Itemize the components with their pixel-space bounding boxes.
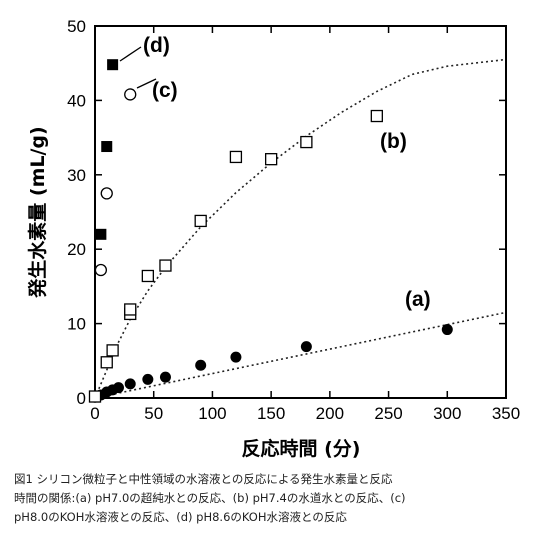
data-point — [264, 153, 278, 166]
data-point — [142, 373, 154, 385]
y-tick-label: 50 — [67, 17, 86, 36]
data-point — [441, 324, 453, 336]
data-point — [94, 263, 108, 277]
data-point — [107, 59, 119, 71]
data-point — [106, 344, 119, 357]
y-tick-label: 10 — [67, 315, 86, 334]
data-point — [112, 382, 124, 394]
data-point — [370, 109, 383, 123]
y-tick-label: 0 — [77, 389, 86, 408]
data-point — [141, 269, 154, 283]
data-point — [95, 228, 107, 240]
data-point — [229, 150, 243, 164]
x-axis-title: 反応時間 (分) — [242, 437, 361, 460]
data-point — [300, 341, 312, 353]
series-label: (d) — [143, 34, 170, 57]
y-tick-label: 40 — [67, 91, 86, 110]
series-label: (b) — [380, 130, 407, 153]
data-point — [159, 259, 172, 272]
x-tick-label: 100 — [198, 404, 226, 423]
plot-frame — [94, 25, 507, 399]
x-tick-label: 200 — [316, 404, 344, 423]
caption-line: 図1 シリコン微粒子と中性領域の水溶液との反応による発生水素量と反応 — [14, 472, 393, 486]
data-point — [100, 187, 113, 200]
data-point — [101, 141, 113, 153]
leader-line — [136, 78, 157, 89]
y-axis-title: 発生水素量 (mL/g) — [26, 126, 49, 298]
y-tick-label: 20 — [67, 240, 86, 259]
data-point — [88, 390, 102, 403]
chart: 0 50 100 150 200 250 300 350 0 10 20 30 40 50 (a) (b) (c… — [26, 17, 520, 460]
fit-curve-1 — [94, 58, 507, 399]
data-point — [124, 303, 137, 316]
x-tick-label: 300 — [433, 404, 461, 423]
y-tick-label: 30 — [67, 166, 86, 185]
x-tick-label: 0 — [90, 404, 99, 423]
data-point — [100, 356, 113, 369]
data-point — [194, 214, 207, 228]
x-tick-label: 250 — [374, 404, 402, 423]
data-point — [230, 351, 242, 363]
data-point — [124, 88, 137, 101]
x-tick-label: 150 — [257, 404, 285, 423]
x-tick-label: 350 — [492, 404, 520, 423]
series-label: (a) — [405, 288, 431, 311]
data-point — [159, 371, 171, 383]
leader-line — [119, 46, 142, 62]
caption-line: pH8.0のKOH水溶液との反応、(d) pH8.6のKOH水溶液との反応 — [14, 510, 347, 524]
data-point — [195, 359, 207, 371]
data-point — [300, 135, 313, 149]
data-point — [124, 378, 136, 390]
x-tick-label: 50 — [144, 404, 163, 423]
series-label: (c) — [152, 79, 178, 102]
caption-line: 時間の関係:(a) pH7.0の超純水との反応、(b) pH7.4の水道水との反… — [14, 491, 406, 505]
figure-caption: 図1 シリコン微粒子と中性領域の水溶液との反応による発生水素量と反応 時間の関係… — [14, 470, 528, 527]
